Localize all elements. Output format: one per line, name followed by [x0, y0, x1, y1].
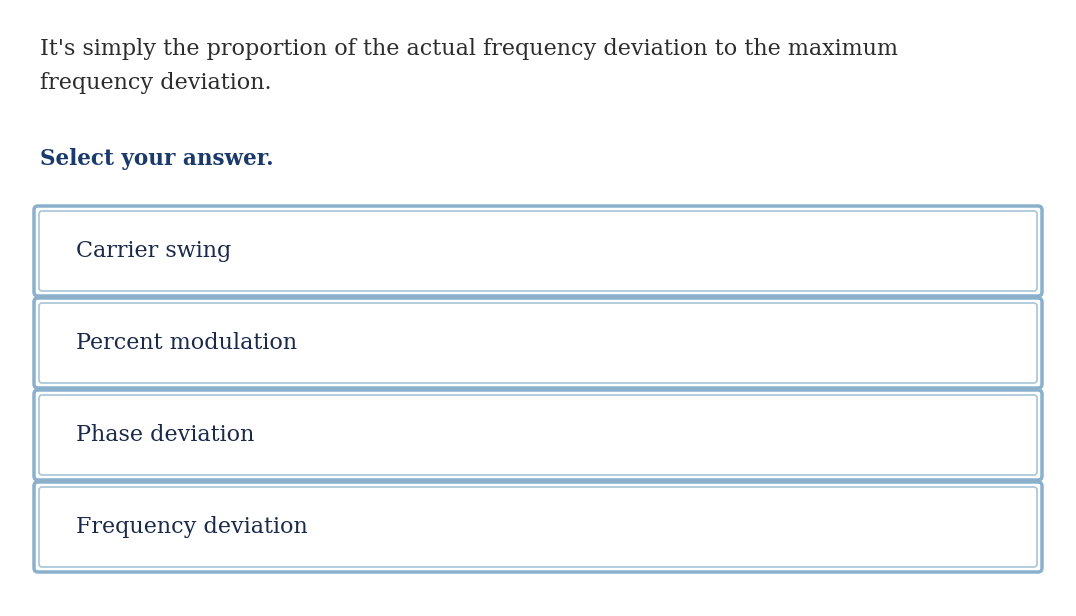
- Text: Select your answer.: Select your answer.: [40, 148, 273, 170]
- FancyBboxPatch shape: [39, 303, 1037, 383]
- FancyBboxPatch shape: [39, 487, 1037, 567]
- FancyBboxPatch shape: [34, 390, 1042, 480]
- FancyBboxPatch shape: [39, 211, 1037, 291]
- Text: frequency deviation.: frequency deviation.: [40, 72, 271, 94]
- Text: It's simply the proportion of the actual frequency deviation to the maximum: It's simply the proportion of the actual…: [40, 38, 898, 60]
- FancyBboxPatch shape: [34, 482, 1042, 572]
- Text: Frequency deviation: Frequency deviation: [76, 516, 308, 538]
- FancyBboxPatch shape: [39, 395, 1037, 475]
- Text: Percent modulation: Percent modulation: [76, 332, 297, 354]
- Text: Phase deviation: Phase deviation: [76, 424, 254, 446]
- Text: Carrier swing: Carrier swing: [76, 240, 231, 262]
- FancyBboxPatch shape: [34, 206, 1042, 296]
- FancyBboxPatch shape: [34, 298, 1042, 388]
